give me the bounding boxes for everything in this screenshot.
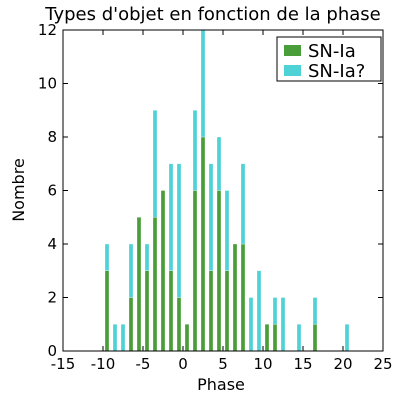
bar-sn-ia-7 [160, 190, 166, 352]
bar-sn-ia-3 [128, 297, 134, 352]
x-tick-label-3: 0 [178, 355, 188, 373]
y-tick-label-0: 0 [47, 342, 57, 360]
bar-sn-ia-4 [136, 217, 142, 352]
legend-swatch-1 [284, 65, 301, 76]
bar-sn-ia-14 [216, 190, 222, 352]
bar-sn-ia-maybe-22 [280, 297, 286, 352]
bar-sn-ia-21 [272, 324, 278, 352]
legend-swatch-0 [284, 45, 301, 56]
y-tick-label-4: 8 [47, 128, 57, 146]
bar-sn-ia-maybe-14 [216, 136, 222, 191]
bar-sn-ia-maybe-3 [128, 243, 134, 298]
bar-sn-ia-maybe-0 [104, 243, 110, 271]
bar-sn-ia-maybe-25 [344, 324, 350, 352]
chart-title: Types d'objet en fonction de la phase [44, 4, 380, 25]
x-axis-label: Phase [197, 375, 245, 394]
x-tick-label-5: 10 [253, 355, 272, 373]
y-tick-label-6: 12 [38, 21, 57, 39]
bar-sn-ia-maybe-24 [312, 297, 318, 325]
bar-sn-ia-16 [232, 243, 238, 352]
bar-sn-ia-maybe-11 [192, 110, 198, 191]
bar-sn-ia-maybe-21 [272, 297, 278, 325]
bar-sn-ia-17 [240, 243, 246, 352]
x-tick-label-1: -10 [91, 355, 116, 373]
bar-sn-ia-maybe-5 [144, 243, 150, 271]
bar-sn-ia-maybe-1 [112, 324, 118, 352]
bar-sn-ia-8 [168, 270, 174, 352]
bar-sn-ia-10 [184, 324, 190, 352]
legend-label-0: SN-Ia [308, 41, 356, 62]
bar-sn-ia-11 [192, 190, 198, 352]
bar-sn-ia-5 [144, 270, 150, 352]
bar-sn-ia-9 [176, 297, 182, 352]
x-tick-label-7: 20 [333, 355, 352, 373]
bar-sn-ia-0 [104, 270, 110, 352]
bar-sn-ia-maybe-9 [176, 163, 182, 298]
x-tick-label-0: -15 [51, 355, 76, 373]
bar-sn-ia-maybe-18 [248, 297, 254, 352]
y-tick-label-1: 2 [47, 289, 57, 307]
bar-sn-ia-maybe-2 [120, 324, 126, 352]
x-tick-label-4: 5 [218, 355, 228, 373]
bar-sn-ia-maybe-13 [208, 163, 214, 271]
bar-sn-ia-13 [208, 270, 214, 352]
x-tick-label-2: -5 [136, 355, 151, 373]
y-tick-label-2: 4 [47, 235, 57, 253]
bar-sn-ia-maybe-6 [152, 110, 158, 218]
bar-sn-ia-maybe-17 [240, 163, 246, 245]
bar-sn-ia-maybe-15 [224, 190, 230, 271]
bar-sn-ia-6 [152, 217, 158, 352]
bar-sn-ia-24 [312, 324, 318, 352]
bar-sn-ia-maybe-12 [200, 29, 206, 138]
y-tick-label-5: 10 [38, 75, 57, 93]
bar-sn-ia-maybe-8 [168, 163, 174, 271]
bar-sn-ia-15 [224, 270, 230, 352]
x-tick-label-6: 15 [293, 355, 312, 373]
bar-sn-ia-20 [264, 324, 270, 352]
bar-sn-ia-12 [200, 136, 206, 352]
y-axis-label: Nombre [9, 158, 28, 222]
x-tick-label-8: 25 [373, 355, 392, 373]
bars-group [104, 29, 350, 352]
bar-sn-ia-maybe-23 [296, 324, 302, 352]
bar-sn-ia-maybe-19 [256, 270, 262, 352]
legend-label-1: SN-Ia? [308, 61, 365, 82]
ticks-group: -15 -10 -5 0 5 10 15 20 25 0 2 4 6 8 10 12 [38, 21, 393, 373]
y-tick-label-3: 6 [47, 182, 57, 200]
